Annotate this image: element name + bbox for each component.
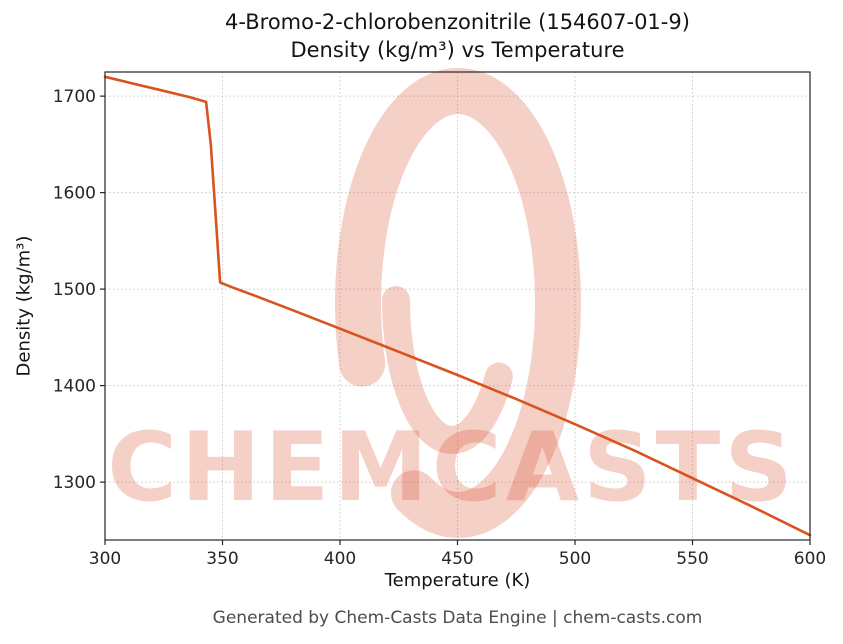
y-tick-label: 1700 (53, 87, 96, 107)
x-tick-label: 450 (441, 549, 473, 569)
x-tick-label: 550 (676, 549, 708, 569)
density-line-series (103, 75, 812, 537)
footer-attribution: Generated by Chem-Casts Data Engine | ch… (212, 608, 703, 628)
y-tick-label: 1600 (53, 184, 96, 204)
y-tick-label: 1400 (53, 377, 96, 397)
x-tick-label: 350 (206, 549, 238, 569)
x-tick-label: 500 (559, 549, 591, 569)
chart-title-line2: Density (kg/m³) vs Temperature (290, 38, 625, 62)
x-axis-label: Temperature (K) (384, 570, 531, 591)
chart-title: 4-Bromo-2-chlorobenzonitrile (154607-01-… (105, 8, 810, 64)
x-tick-label: 300 (89, 549, 121, 569)
watermark-text: CHEMCASTS (107, 413, 797, 523)
watermark-swirl-logo-icon (335, 68, 581, 538)
x-tick-label: 600 (794, 549, 826, 569)
y-tick-label: 1300 (53, 473, 96, 493)
x-tick-label: 400 (324, 549, 356, 569)
watermark-swirl-inner-icon (382, 146, 522, 454)
chart-title-line1: 4-Bromo-2-chlorobenzonitrile (154607-01-… (225, 10, 690, 34)
y-tick-label: 1500 (53, 280, 96, 300)
